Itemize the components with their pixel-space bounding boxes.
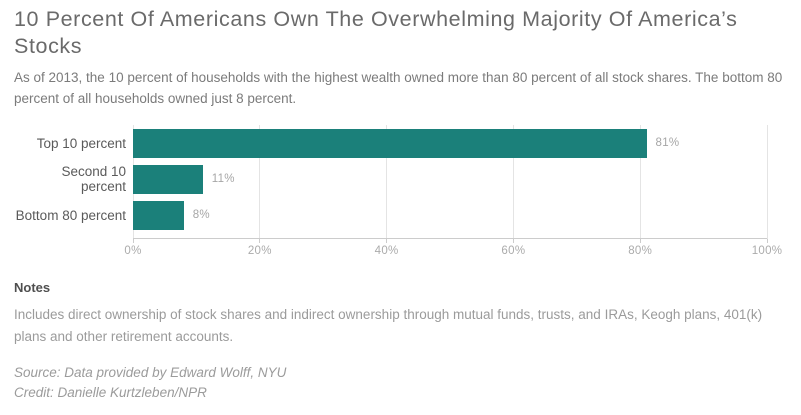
axis-tick — [132, 239, 134, 243]
x-tick-label: 0% — [124, 245, 142, 257]
plot-cell: 8% — [133, 197, 767, 233]
x-tick-label: 100% — [751, 245, 783, 257]
value-label: 11% — [211, 173, 235, 185]
x-tick-label: 40% — [374, 245, 399, 257]
axis-tick — [512, 239, 514, 243]
x-tick-label: 60% — [501, 245, 526, 257]
chart-row-bottom-80: Bottom 80 percent 8% — [14, 197, 787, 233]
source-line: Source: Data provided by Edward Wolff, N… — [14, 365, 287, 380]
notes-section: Notes Includes direct ownership of stock… — [14, 280, 787, 403]
plot-cell: 81% — [133, 125, 767, 161]
category-label: Top 10 percent — [36, 135, 126, 151]
category-label: Bottom 80 percent — [15, 207, 126, 223]
gridline — [766, 125, 768, 240]
credit-line: Credit: Danielle Kurtzleben/NPR — [14, 385, 207, 400]
plot-cell: 11% — [133, 161, 767, 197]
axis-tick — [639, 239, 641, 243]
x-tick-label: 80% — [628, 245, 653, 257]
gridline — [259, 125, 261, 240]
gridline — [512, 125, 514, 240]
chart-row-second-10: Second 10 percent 11% — [14, 161, 787, 197]
bar-top-10-percent — [133, 128, 647, 158]
chart-title: 10 Percent Of Americans Own The Overwhel… — [14, 7, 738, 58]
chart-row-top-10: Top 10 percent 81% — [14, 125, 787, 161]
category-label: Second 10 percent — [61, 164, 126, 194]
axis-tick — [766, 239, 768, 243]
value-label: 81% — [655, 137, 680, 149]
chart-subtitle: As of 2013, the 10 percent of households… — [14, 70, 783, 106]
bar-bottom-80-percent — [133, 200, 184, 230]
x-axis: 0% 20% 40% 60% 80% 100% — [124, 238, 782, 265]
gridline — [386, 125, 388, 240]
value-label: 8% — [192, 209, 210, 221]
axis-tick — [259, 239, 261, 243]
notes-heading: Notes — [14, 280, 51, 295]
x-tick-label: 20% — [247, 245, 272, 257]
bar-chart: Top 10 percent 81% Second 10 percent 11%… — [14, 125, 787, 265]
notes-body: Includes direct ownership of stock share… — [14, 307, 763, 344]
chart-rows: Top 10 percent 81% Second 10 percent 11%… — [14, 125, 787, 233]
axis-tick — [386, 239, 388, 243]
bar-second-10-percent — [133, 164, 203, 194]
gridline — [639, 125, 641, 240]
